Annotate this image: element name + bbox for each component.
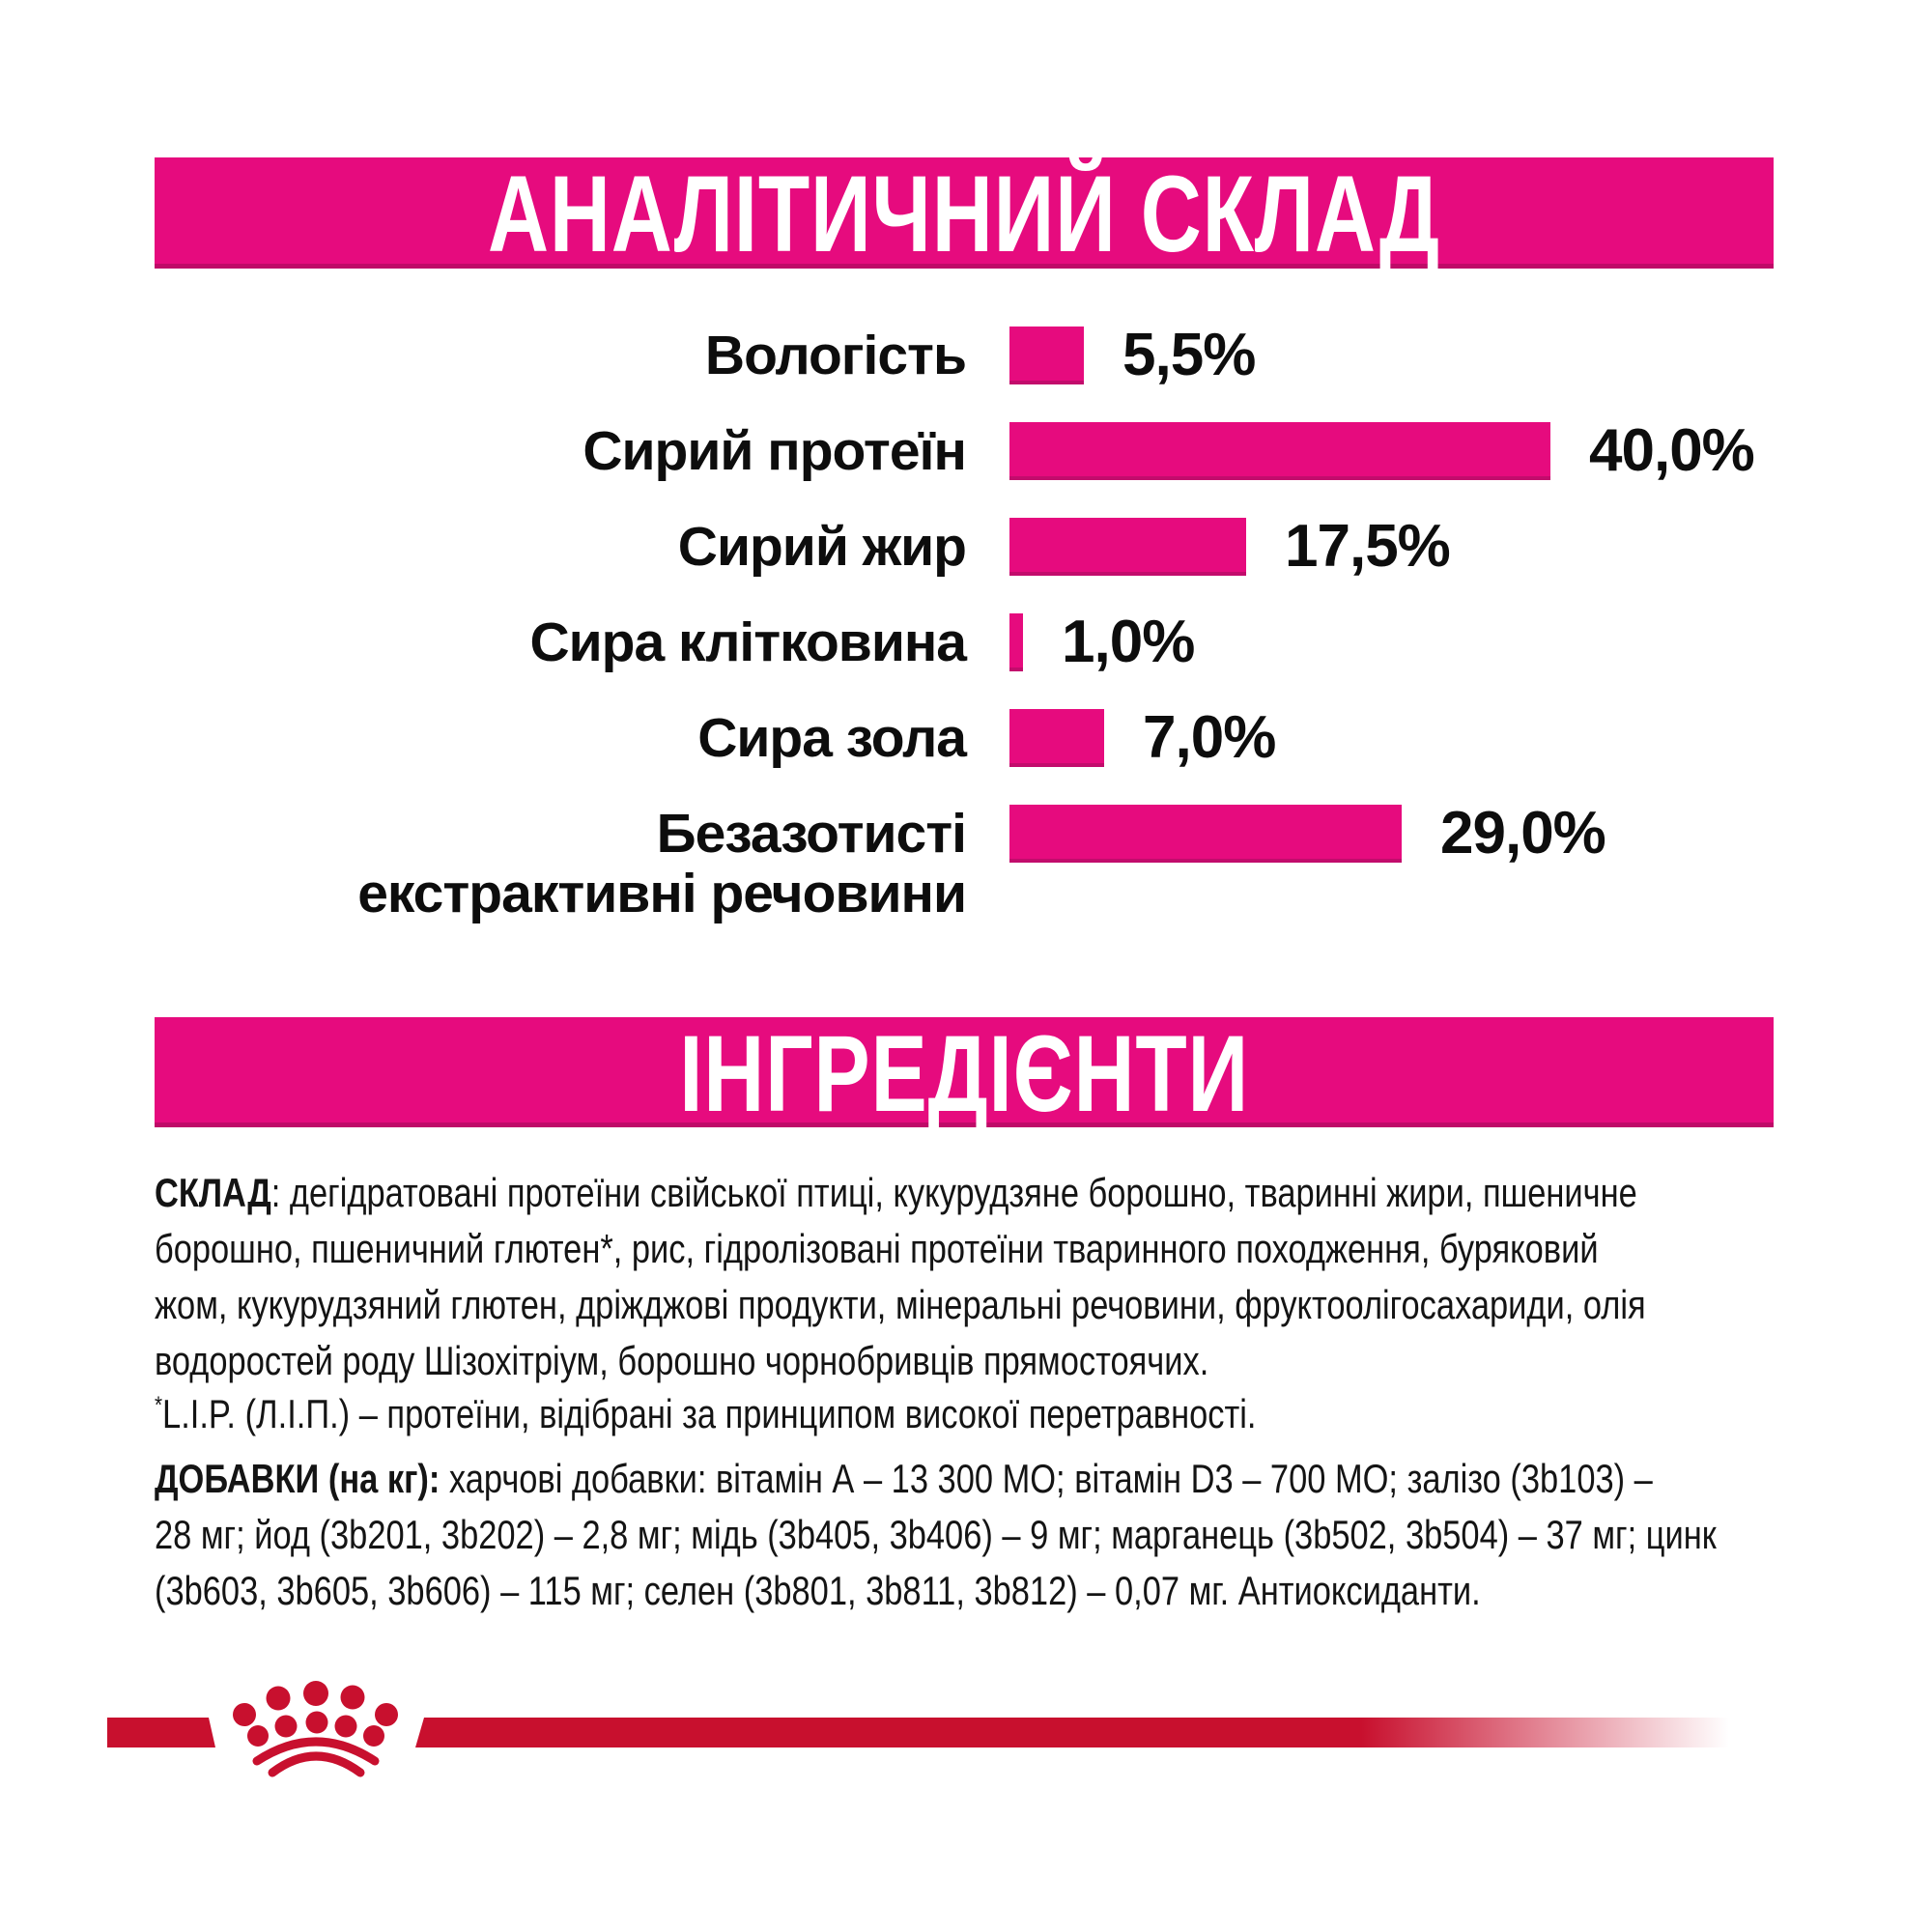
chart-row-label: Сирий протеїн [0, 403, 967, 498]
chart-value: 40,0% [1589, 417, 1755, 484]
text-line: СКЛАД: дегідратовані протеїни свійської … [155, 1170, 1637, 1215]
text-line: *L.I.P. (Л.І.П.) – протеїни, відібрані з… [155, 1391, 1257, 1436]
text-line: 28 мг; йод (3b201, 3b202) – 2,8 мг; мідь… [155, 1512, 1717, 1557]
text-line: (3b603, 3b605, 3b606) – 115 мг; селен (3… [155, 1568, 1481, 1613]
chart-row: Сирий протеїн 40,0% [0, 403, 1932, 498]
chart-bar [1009, 804, 1402, 863]
chart-value: 5,5% [1122, 322, 1256, 388]
chart-bar [1009, 421, 1550, 480]
analytic-composition-header-band: АНАЛІТИЧНИЙ СКЛАД [155, 157, 1774, 269]
chart-row: Вологість 5,5% [0, 307, 1932, 403]
chart-row-label-line1: Вологість [704, 324, 967, 386]
chart-row-label-line1: Безазотисті [656, 802, 967, 865]
ingredients-header-band: ІНГРЕДІЄНТИ [155, 1017, 1774, 1127]
chart-row: Сира зола 7,0% [0, 690, 1932, 785]
chart-row-label: Сира зола [0, 690, 967, 785]
chart-row-label-line1: Сирий жир [677, 515, 967, 578]
chart-row-label-line1: Сира клітковина [529, 611, 967, 673]
chart-row: Сира клітковина 1,0% [0, 594, 1932, 690]
chart-value: 29,0% [1440, 800, 1606, 867]
chart-bar [1009, 517, 1246, 576]
chart-row-label-line1: Сира зола [697, 706, 967, 769]
ingredients-title: ІНГРЕДІЄНТИ [679, 1012, 1249, 1134]
footer-red-bar-left [107, 1718, 215, 1747]
footer-red-bar-right [415, 1718, 1729, 1747]
chart-row-label: Сира клітковина [0, 594, 967, 690]
text-line: ДОБАВКИ (на кг): харчові добавки: вітамі… [155, 1456, 1653, 1501]
royal-canin-crown-paw-icon [233, 1681, 398, 1777]
chart-row-label: Сирий жир [0, 498, 967, 594]
chart-bar [1009, 612, 1023, 671]
chart-row: Безазотисті екстрактивні речовини 29,0% [0, 785, 1932, 925]
chart-value: 17,5% [1285, 513, 1451, 580]
lip-note-paragraph: *L.I.P. (Л.І.П.) – протеїни, відібрані з… [155, 1378, 1498, 1442]
text-line: водоростей роду Шізохітріум, борошно чор… [155, 1338, 1209, 1383]
text-line: борошно, пшеничний глютен*, рис, гідролі… [155, 1226, 1599, 1271]
composition-paragraph: СКЛАД: дегідратовані протеїни свійської … [155, 1165, 1932, 1389]
chart-value: 1,0% [1062, 609, 1195, 675]
chart-row-label-line2: екстрактивні речовини [357, 863, 967, 924]
text-line: жом, кукурудзяний глютен, дріжджові прод… [155, 1282, 1646, 1327]
additives-paragraph: ДОБАВКИ (на кг): харчові добавки: вітамі… [155, 1451, 1932, 1619]
chart-row-label-line1: Сирий протеїн [582, 419, 967, 482]
analytic-composition-title: АНАЛІТИЧНИЙ СКЛАД [488, 154, 1440, 274]
chart-value: 7,0% [1143, 704, 1276, 771]
chart-bar [1009, 326, 1084, 384]
composition-bar-chart: Вологість 5,5% Сирий протеїн 40,0% Сирий жир… [0, 307, 1932, 925]
chart-bar [1009, 708, 1104, 767]
chart-row: Сирий жир 17,5% [0, 498, 1932, 594]
chart-row-label: Безазотисті екстрактивні речовини [0, 785, 967, 925]
chart-row-label: Вологість [0, 307, 967, 403]
